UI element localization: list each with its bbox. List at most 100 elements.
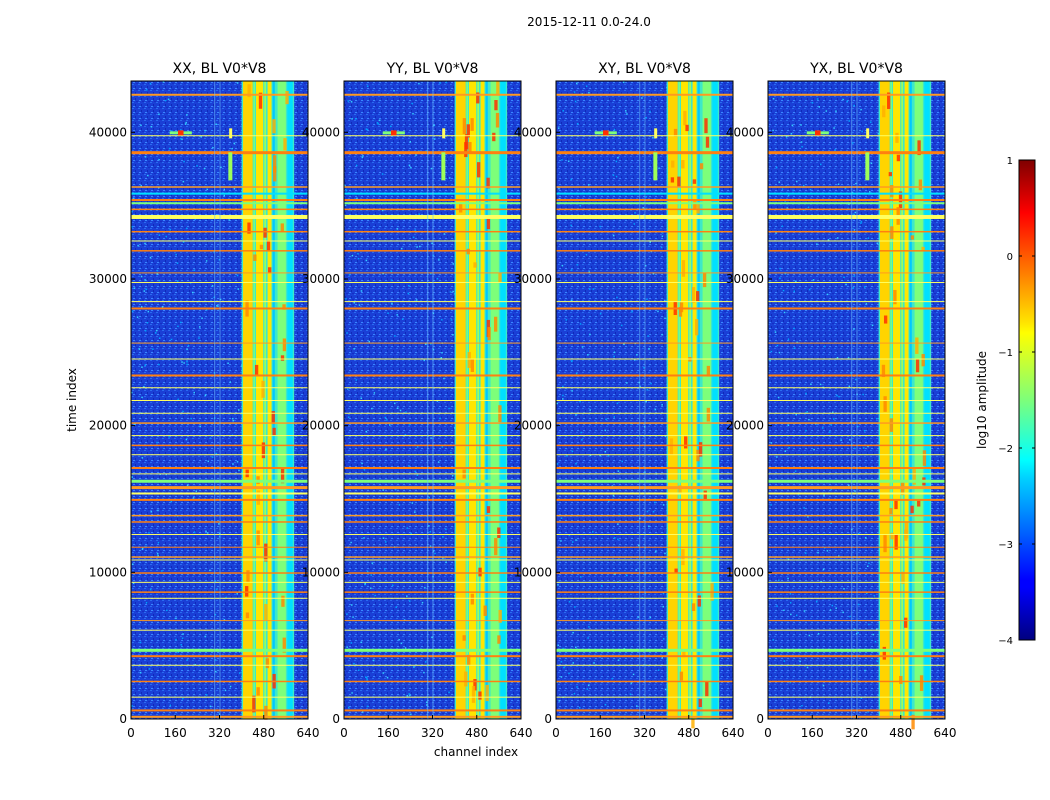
y-tick-label: 30000 (726, 272, 764, 286)
noise-speckle (834, 149, 836, 151)
noise-speckle (395, 606, 398, 608)
noise-speckle (846, 251, 848, 253)
noise-speckle (792, 189, 794, 192)
noise-speckle (353, 662, 355, 665)
noise-speckle (412, 112, 414, 115)
y-tick-label: 20000 (89, 419, 127, 433)
rfi-band-patch (890, 532, 894, 540)
rfi-band-patch (883, 315, 888, 324)
noise-speckle (622, 81, 625, 84)
noise-speckle (206, 188, 208, 191)
rfi-band-patch (486, 177, 490, 189)
noise-speckle (150, 511, 153, 513)
noise-speckle (419, 245, 421, 248)
noise-speckle (630, 423, 632, 425)
noise-speckle (588, 91, 590, 94)
noise-speckle (215, 214, 218, 216)
noise-speckle (187, 344, 190, 347)
noise-speckle (819, 163, 822, 166)
noise-speckle (576, 263, 579, 266)
noise-speckle (650, 382, 652, 385)
noise-speckle (436, 277, 439, 280)
rfi-band-patch (693, 201, 697, 210)
rfi-spot-small (866, 128, 870, 139)
noise-speckle (581, 346, 584, 348)
noise-speckle (832, 411, 834, 414)
noise-speckle (366, 705, 369, 708)
rfi-band-patch (467, 352, 471, 369)
noise-speckle (399, 409, 402, 412)
rfi-spot-small (442, 128, 446, 139)
noise-speckle (196, 165, 198, 167)
noise-speckle (614, 573, 616, 576)
noise-speckle (399, 154, 401, 157)
noise-speckle (353, 301, 356, 304)
noise-speckle (785, 136, 788, 138)
x-tick-label: 160 (801, 726, 824, 740)
noise-speckle (654, 501, 656, 504)
noise-speckle (616, 402, 619, 405)
noise-speckle (570, 178, 573, 181)
rfi-band-patch (671, 160, 675, 168)
noise-speckle (784, 273, 787, 275)
noise-speckle (236, 461, 239, 463)
noise-speckle (877, 133, 880, 135)
rfi-band-patch (493, 316, 498, 332)
rfi-band-patch (919, 675, 924, 691)
y-tick-label: 10000 (726, 565, 764, 579)
rfi-band-patch (694, 319, 699, 336)
noise-speckle (646, 389, 649, 391)
noise-speckle (450, 452, 452, 454)
noise-speckle (415, 299, 418, 301)
noise-speckle (793, 290, 796, 293)
noise-speckle (867, 711, 869, 713)
noise-speckle (644, 573, 647, 576)
noise-speckle (824, 345, 826, 348)
noise-speckle (350, 541, 352, 544)
noise-speckle (648, 348, 650, 350)
noise-speckle (858, 532, 860, 535)
noise-speckle (817, 632, 820, 635)
noise-speckle (625, 574, 628, 577)
noise-speckle (803, 507, 805, 509)
noise-speckle (356, 197, 358, 200)
noise-speckle (164, 99, 167, 102)
y-tick-label: 20000 (726, 419, 764, 433)
noise-speckle (611, 485, 614, 487)
noise-speckle (232, 463, 234, 465)
noise-speckle (199, 425, 201, 428)
noise-speckle (211, 456, 214, 458)
noise-speckle (788, 446, 790, 449)
rfi-band-patch (691, 603, 696, 611)
noise-speckle (217, 305, 219, 307)
noise-speckle (411, 502, 414, 504)
noise-speckle (575, 646, 577, 649)
rfi-band-patch (887, 92, 891, 109)
noise-speckle (161, 305, 164, 308)
rfi-band-patch (467, 654, 471, 666)
noise-speckle (853, 229, 856, 231)
noise-speckle (770, 350, 773, 353)
noise-speckle (213, 251, 215, 253)
noise-speckle (355, 379, 358, 381)
noise-speckle (152, 348, 154, 350)
noise-speckle (782, 289, 785, 292)
colorbar-tick-label: −1 (998, 348, 1013, 359)
noise-speckle (345, 188, 347, 191)
noise-speckle (169, 228, 171, 231)
noise-speckle (186, 363, 188, 366)
noise-speckle (808, 288, 811, 291)
rfi-band-patch (464, 671, 468, 687)
noise-speckle (568, 601, 571, 603)
noise-speckle (131, 476, 133, 478)
noise-speckle (232, 419, 234, 422)
noise-speckle (617, 659, 620, 661)
rfi-band-patch (894, 500, 898, 510)
x-tick-label: 640 (934, 726, 957, 740)
noise-speckle (448, 407, 450, 410)
noise-speckle (661, 333, 663, 336)
rfi-band-patch (899, 675, 903, 684)
noise-speckle (229, 381, 232, 383)
noise-speckle (394, 335, 396, 337)
